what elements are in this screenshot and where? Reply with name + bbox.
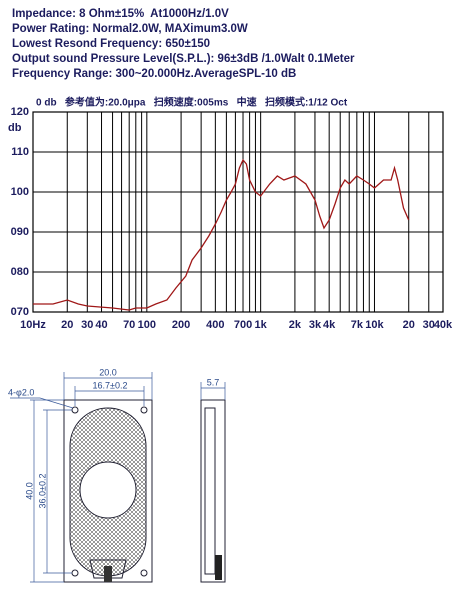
dimension-label: 16.7±0.2 [93,380,128,390]
x-tick-label: 7k [351,319,364,331]
x-tick-label: 3k [309,319,322,331]
y-tick-label: 070 [11,306,29,318]
response-curve [33,158,410,311]
y-tick-label: 120 [11,106,29,118]
x-tick-label: 2k [289,319,302,331]
x-tick-label: 20 [61,319,73,331]
dimension-label: 4-φ2.0 [8,387,34,397]
dimension-label: 40.0 [24,482,34,500]
plot-frame [32,111,444,313]
dimension-label: 36.0±0.2 [37,474,47,509]
side-frame [200,399,226,583]
side-body [204,407,216,575]
leader-line [10,397,74,409]
x-tick-label: 40k [434,319,453,331]
x-tick-label: 20 [403,319,415,331]
terminal-plate [89,559,127,579]
x-tick-label: 30 [81,319,93,331]
dome [79,461,137,519]
spec-line: Power Rating: Normal2.0W, MAXimum3.0W [12,23,248,35]
x-tick-label: 40 [95,319,107,331]
hole [140,569,148,577]
spec-line: Impedance: 8 Ohm±15% At1000Hz/1.0V [12,8,229,20]
front-view: 20.0 16.7±0.2 4-φ2.0 40.0 36.0±0.2 [8,367,153,583]
x-tick-label: 1k [255,319,268,331]
y-axis-label: db [8,122,22,134]
spec-line: Lowest Resond Frequency: 650±150 [12,38,210,50]
x-tick-label: 10Hz [20,319,46,331]
dimension-label: 5.7 [207,377,220,387]
specs: Impedance: 8 Ohm±15% At1000Hz/1.0V Power… [12,8,355,80]
y-tick-label: 110 [11,146,29,158]
y-tick-label: 100 [11,186,29,198]
x-tick-label: 30 [423,319,435,331]
x-tick-label: 700 [234,319,252,331]
x-tick-label: 200 [172,319,190,331]
dimension-label: 20.0 [99,367,117,377]
x-tick-label: 70 [123,319,135,331]
x-tick-label: 10k [365,319,384,331]
side-terminal [215,555,222,580]
chart-subtitle: 0 db 参考值为:20.0μpa 扫频速度:005ms 中速 扫频模式:1/1… [36,96,348,109]
chart: 10Hz 20 30 40 70 100 200 400 700 1k 2k 3k 4k 7k 10k 20 3… [11,106,453,331]
spec-line: Frequency Range: 300~20.000Hz.AverageSPL… [12,68,296,80]
terminal [104,566,112,582]
hole [71,569,79,577]
y-tick-label: 090 [11,226,29,238]
spec-line: Output sound Pressure Level(S.P.L.): 96±… [12,53,355,65]
hole [140,406,148,414]
y-tick-label: 080 [11,266,29,278]
x-tick-label: 4k [323,319,336,331]
x-tick-label: 400 [206,319,224,331]
x-tick-label: 100 [138,319,156,331]
side-view: 5.7 [200,377,226,583]
